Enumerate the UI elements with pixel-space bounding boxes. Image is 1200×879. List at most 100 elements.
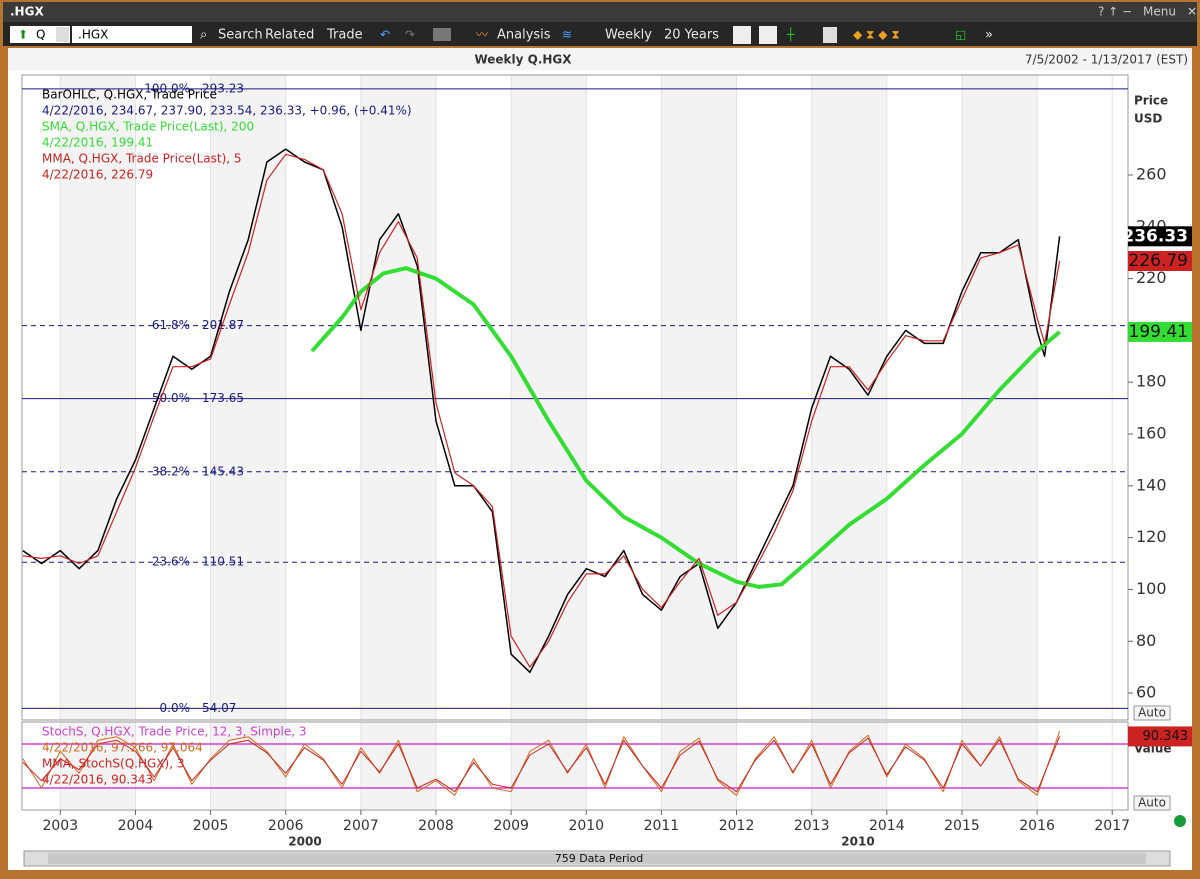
interval-menu[interactable]: Weekly: [605, 28, 652, 43]
last-value-label: 236.33: [1122, 226, 1188, 246]
y-tick-label: 180: [1136, 372, 1167, 391]
scale-mode-box: [1133, 705, 1171, 721]
redo-icon[interactable]: ↷: [405, 28, 415, 42]
title-bar: [3, 2, 1197, 22]
level-percent: 50.0%: [152, 391, 190, 405]
analysis-icon: 〰: [476, 28, 488, 42]
level-value: 110.51: [202, 555, 244, 569]
y-tick-label: 140: [1136, 475, 1167, 494]
date-range: 7/5/2002 - 1/13/2017 (EST): [1025, 53, 1188, 67]
year-band: [961, 722, 1038, 810]
year-band: [661, 75, 737, 720]
year-band: [811, 75, 887, 720]
legend-info: 4/22/2016, 226.79: [42, 168, 153, 182]
x-tick-label: 2012: [719, 818, 755, 834]
level-value: 173.65: [202, 391, 244, 405]
y-axis-title: Price: [1134, 94, 1168, 108]
scale-mode-box: [1133, 795, 1171, 811]
studies-icon[interactable]: ≋: [562, 28, 572, 42]
last-value-label: 90.343: [1143, 729, 1189, 744]
x-tick-label: 2015: [944, 818, 980, 834]
x-tick-label: 2005: [193, 818, 229, 834]
x-tick-label: 2003: [42, 818, 78, 834]
x-tick-label: 2017: [1094, 818, 1130, 834]
compare-icon[interactable]: [759, 26, 777, 44]
y-tick-label: 80: [1136, 631, 1156, 650]
last-value-box: [1128, 726, 1192, 747]
last-value-label: 226.79: [1129, 251, 1188, 271]
x-tick-label: 2008: [418, 818, 454, 834]
last-value-label: 199.41: [1129, 322, 1188, 342]
related-menu[interactable]: Related: [265, 28, 314, 43]
level-percent: 0.0%: [160, 701, 191, 715]
legend-info: 4/22/2016, 90.343: [42, 773, 153, 787]
search-button[interactable]: Search: [218, 28, 263, 43]
crosshair-icon[interactable]: ┼: [786, 27, 795, 42]
legend-info: 4/22/2016, 97.266, 97.064: [42, 741, 203, 755]
scroll-thumb[interactable]: [48, 853, 1146, 864]
close-button[interactable]: ✕: [1187, 5, 1197, 19]
scale-mode: Auto: [1138, 796, 1166, 810]
year-band: [511, 722, 587, 810]
last-value-box: [1128, 226, 1192, 247]
x-tick-label: 2010: [568, 818, 604, 834]
series-line: [22, 731, 1061, 796]
x-tick-label: 2014: [869, 818, 905, 834]
level-value: 201.87: [202, 318, 244, 332]
last-value-box: [1128, 321, 1192, 342]
window-title: .HGX: [10, 5, 44, 19]
y-tick-label: 220: [1136, 268, 1167, 287]
chart-header: [8, 48, 1192, 70]
status-indicator: [1174, 815, 1186, 827]
chart-type-icon[interactable]: [733, 26, 751, 44]
legend-name: MMA, Q.HGX, Trade Price(Last), 5: [42, 152, 242, 166]
scale-mode: Auto: [1138, 706, 1166, 720]
last-value-box: [1128, 251, 1192, 272]
menu-button[interactable]: Menu: [1143, 5, 1176, 19]
level-value: 293.23: [202, 81, 244, 95]
analysis-menu[interactable]: Analysis: [497, 28, 551, 43]
toolbar: [3, 22, 1197, 46]
data-period: 759 Data Period: [555, 852, 644, 865]
undo-icon[interactable]: ↶: [380, 28, 390, 42]
level-percent: 61.8%: [152, 318, 190, 332]
symbol-input[interactable]: [72, 26, 192, 43]
legend-name: BarOHLC, Q.HGX, Trade Price: [42, 88, 217, 102]
level-percent: 23.6%: [152, 555, 190, 569]
symbol-prefix-box[interactable]: [10, 26, 70, 43]
legend-name: StochS, Q.HGX, Trade Price, 12, 3, Simpl…: [42, 725, 307, 739]
level-percent: 100.0%: [144, 81, 190, 95]
legend-name: SMA, Q.HGX, Trade Price(Last), 200: [42, 120, 254, 134]
trade-menu[interactable]: Trade: [326, 28, 363, 43]
symbol-text[interactable]: .HGX: [78, 28, 108, 42]
legend-name: MMA, StochS(Q.HGX), 3: [42, 757, 184, 771]
prefix-dropdown[interactable]: [56, 27, 69, 42]
series-line: [22, 148, 1061, 674]
year-band: [60, 75, 136, 720]
scroll-icons[interactable]: ◆ ⧗ ◆ ⧗: [853, 28, 900, 42]
chart-title: Weekly Q.HGX: [474, 53, 572, 67]
year-band: [661, 722, 737, 810]
legend-info: 4/22/2016, 199.41: [42, 136, 153, 150]
plot-border: [21, 74, 1129, 721]
x-tick-label: 2007: [343, 818, 379, 834]
symbol-prefix[interactable]: Q: [36, 28, 45, 42]
camera-icon[interactable]: [433, 28, 451, 41]
x-tick-label: 2009: [493, 818, 529, 834]
legend-info: 4/22/2016, 234.67, 237.90, 233.54, 236.3…: [42, 104, 412, 118]
more-icon[interactable]: »: [985, 28, 993, 43]
x-tick-label: 2006: [268, 818, 304, 834]
zoom-icon[interactable]: [823, 27, 837, 43]
x-tick-label: 2013: [794, 818, 830, 834]
window-controls[interactable]: ? ↑ −: [1098, 5, 1132, 19]
series-line: [22, 153, 1061, 668]
year-band: [360, 722, 436, 810]
draw-icon[interactable]: ◱: [955, 28, 966, 42]
year-band: [811, 722, 887, 810]
y-tick-label: 260: [1136, 164, 1167, 183]
year-band: [210, 75, 286, 720]
era-label: 2010: [841, 835, 874, 849]
year-band: [511, 75, 587, 720]
range-menu[interactable]: 20 Years: [664, 28, 719, 43]
